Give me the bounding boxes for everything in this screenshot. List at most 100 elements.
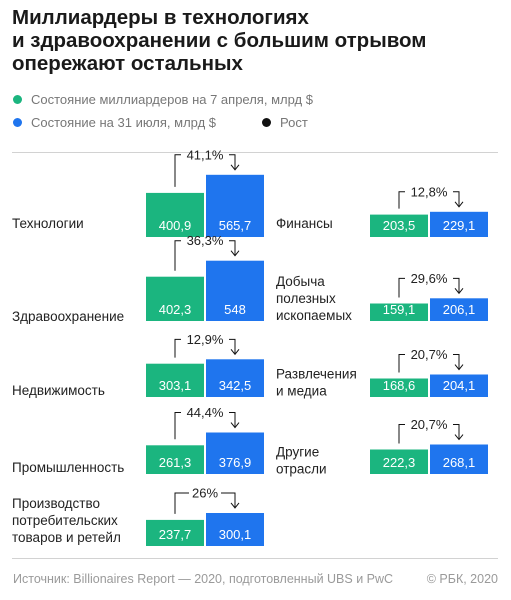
growth-bracket-right	[453, 424, 460, 439]
value-label-april: 237,7	[159, 527, 192, 542]
category-label: Развлечения	[276, 367, 357, 382]
growth-bracket-right	[229, 338, 236, 354]
growth-arrowhead	[230, 422, 240, 429]
value-label-april: 402,3	[159, 302, 192, 317]
category-label: Недвижимость	[12, 383, 105, 398]
title-line-2: и здравоохранении с большим отрывом	[12, 29, 427, 52]
growth-label: 26%	[192, 485, 218, 500]
legend-dot-growth	[262, 118, 271, 127]
legend-label-growth: Рост	[280, 115, 308, 130]
growth-arrowhead	[230, 502, 240, 509]
value-label-july: 300,1	[219, 527, 252, 542]
growth-label: 12,9%	[187, 332, 224, 347]
bar-april	[146, 445, 204, 474]
category-label: Производство	[12, 496, 100, 511]
growth-bracket-right	[229, 412, 236, 427]
growth-label: 12,8%	[411, 184, 448, 199]
growth-bracket-left	[174, 240, 181, 271]
growth-bracket-left	[174, 338, 181, 358]
growth-bracket-left	[398, 424, 405, 444]
value-label-july: 204,1	[443, 378, 476, 393]
bar-july	[206, 359, 264, 397]
growth-bracket-left	[398, 354, 405, 373]
category-label: Промышленность	[12, 460, 124, 475]
growth-arrowhead	[230, 164, 240, 171]
bar-july	[430, 374, 488, 397]
value-label-july: 268,1	[443, 455, 476, 470]
bar-april	[370, 449, 428, 474]
growth-label: 20,7%	[411, 417, 448, 432]
growth-label: 41,1%	[187, 147, 224, 162]
value-label-july: 376,9	[219, 455, 252, 470]
growth-bracket-right	[453, 354, 460, 369]
growth-bracket-right	[229, 240, 236, 255]
bar-april	[370, 303, 428, 321]
value-label-april: 303,1	[159, 378, 192, 393]
value-label-april: 168,6	[383, 378, 416, 393]
value-label-april: 400,9	[159, 218, 192, 233]
bar-april	[370, 378, 428, 397]
growth-bracket-right	[229, 154, 236, 169]
legend-label-july: Состояние на 31 июля, млрд $	[31, 115, 217, 130]
legend-item-july: Состояние на 31 июля, млрд $	[13, 115, 216, 130]
growth-arrowhead	[230, 349, 240, 356]
value-label-july: 548	[224, 302, 246, 317]
growth-label: 44,4%	[187, 405, 224, 420]
bar-april	[146, 276, 204, 321]
growth-bracket-left	[398, 277, 405, 298]
bar-july	[430, 444, 488, 474]
growth-label: 29,6%	[411, 271, 448, 286]
bar-july	[206, 174, 264, 237]
category-label: товаров и ретейл	[12, 530, 121, 545]
bar-april	[146, 519, 204, 546]
legend-item-growth: Рост	[262, 115, 308, 130]
title-line-3: опережают остальных	[12, 52, 243, 75]
category-label: Добыча	[276, 274, 325, 289]
category-label: Финансы	[276, 216, 333, 231]
legend-dot-april	[13, 95, 22, 104]
growth-bracket-right	[453, 191, 460, 206]
category-label: отрасли	[276, 462, 327, 477]
growth-arrowhead	[454, 288, 464, 295]
growth-bracket-left	[174, 492, 189, 514]
bar-july	[206, 432, 264, 474]
value-label-july: 565,7	[219, 218, 252, 233]
legend-item-april: Состояние миллиардеров на 7 апреля, млрд…	[13, 92, 313, 107]
value-label-july: 206,1	[443, 302, 476, 317]
source-note: Источник: Billionaires Report — 2020, по…	[13, 572, 394, 586]
category-label: Здравоохранение	[12, 309, 124, 324]
category-label: Технологии	[12, 216, 84, 231]
growth-label: 20,7%	[411, 347, 448, 362]
chart-area: Технологии 400,9 565,7 41,1% Здравоохранение…	[12, 147, 488, 546]
value-label-july: 229,1	[443, 218, 476, 233]
category-label: и медиа	[276, 384, 327, 399]
category-label: Другие	[276, 445, 319, 460]
category-label: потребительских	[12, 513, 118, 528]
bar-july	[206, 260, 264, 321]
legend-label-april: Состояние миллиардеров на 7 апреля, млрд…	[31, 92, 313, 107]
bar-april	[370, 214, 428, 237]
bar-april	[146, 363, 204, 397]
value-label-april: 261,3	[159, 455, 192, 470]
growth-bracket-left	[174, 412, 181, 440]
bar-july	[430, 298, 488, 321]
growth-arrowhead	[454, 434, 464, 441]
growth-arrowhead	[230, 250, 240, 257]
growth-bracket-left	[398, 191, 405, 209]
category-label: полезных	[276, 291, 336, 306]
chart-title: Миллиардеры в технологиях и здравоохране…	[12, 6, 492, 75]
legend-dot-july	[13, 118, 22, 127]
bottom-divider	[12, 558, 498, 559]
value-label-april: 222,3	[383, 455, 416, 470]
growth-bracket-right	[221, 492, 236, 507]
category-label: ископаемых	[276, 308, 352, 323]
growth-label: 36,3%	[187, 233, 224, 248]
bar-april	[146, 192, 204, 237]
top-divider	[12, 152, 498, 153]
growth-arrowhead	[454, 364, 464, 371]
copyright: © РБК, 2020	[426, 572, 498, 586]
growth-bracket-right	[453, 277, 460, 293]
growth-bracket-left	[174, 154, 181, 187]
value-label-july: 342,5	[219, 378, 252, 393]
value-label-april: 159,1	[383, 302, 416, 317]
